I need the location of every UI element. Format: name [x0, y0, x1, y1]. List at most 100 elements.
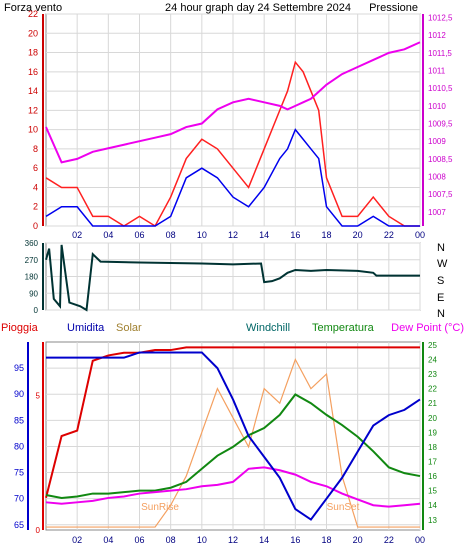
pressure-tick-11: 1012,5: [428, 14, 453, 23]
temperature-legend-label: Temperatura: [312, 322, 375, 334]
humidity-tick-65: 65: [14, 520, 24, 530]
series-line-temperature: [45, 393, 421, 499]
temperature-tick-14: 14: [428, 501, 437, 510]
temperature-tick-15: 15: [428, 487, 437, 496]
series-line-gust: [45, 60, 420, 228]
humidity-tick-90: 90: [14, 389, 24, 399]
pressure-tick-3: 1008,5: [428, 155, 453, 164]
time-tick-18: 18: [321, 230, 331, 240]
time-tick-02: 02: [72, 230, 82, 240]
series-line-direction: [45, 244, 420, 312]
weather-time-tick-08: 08: [166, 535, 176, 545]
wind-tick-6: 6: [33, 163, 38, 173]
weather-time-tick-18: 18: [321, 535, 331, 545]
direction-tick-0: 0: [34, 306, 39, 315]
humidity-tick-95: 95: [14, 363, 24, 373]
temperature-tick-16: 16: [428, 472, 437, 481]
humidity-tick-85: 85: [14, 415, 24, 425]
humidity-tick-75: 75: [14, 468, 24, 478]
wind-tick-14: 14: [28, 86, 38, 96]
humidity-tick-70: 70: [14, 494, 24, 504]
wind-tick-12: 12: [28, 105, 38, 115]
wind-tick-4: 4: [33, 182, 38, 192]
pressure-tick-7: 1010,5: [428, 84, 453, 93]
direction-tick-180: 180: [25, 273, 39, 282]
compass-label-2: S: [437, 275, 444, 287]
rain-tick-labels: 05: [36, 392, 41, 535]
temperature-tick-24: 24: [428, 355, 437, 364]
series-line-pressure: [45, 41, 421, 164]
weather-time-tick-14: 14: [259, 535, 269, 545]
weather-time-tick-20: 20: [353, 535, 363, 545]
pressure-tick-8: 1011: [428, 67, 446, 76]
temperature-tick-17: 17: [428, 458, 437, 467]
temperature-tick-23: 23: [428, 370, 437, 379]
pressure-tick-labels: 1007 1007,5 1008 1008,5 1009 1009,5 1010 1010,5…: [428, 14, 453, 217]
compass-label-3: E: [437, 292, 444, 304]
dewpoint-legend-label: Dew Point (°C): [391, 322, 464, 334]
series-line-humidity: [46, 351, 421, 521]
wind-speed-tick-labels: 0 2 4 6 8 10 12 14 16 18 20 22: [28, 9, 38, 231]
solar-legend-label: Solar: [116, 322, 142, 334]
time-tick-10: 10: [197, 230, 207, 240]
sunset-annotation: SunSet: [327, 502, 360, 513]
windchill-legend-label: Windchill: [246, 322, 290, 334]
humidity-tick-80: 80: [14, 441, 24, 451]
pressure-tick-10: 1012: [428, 31, 446, 40]
wind-pressure-series: [45, 41, 421, 228]
wind-tick-10: 10: [28, 125, 38, 135]
pressure-tick-0: 1007: [428, 208, 446, 217]
temperature-tick-labels: 13 14 15 16 17 18 19 20 21 22 23 24 25: [428, 341, 437, 525]
humidity-tick-labels: 65 70 75 80 85 90 95: [14, 363, 24, 530]
pressure-tick-4: 1009: [428, 137, 446, 146]
time-tick-06: 06: [134, 230, 144, 240]
wind-direction-series: [45, 244, 420, 312]
series-line-solar: [46, 358, 420, 528]
series-line-avg: [45, 128, 420, 227]
wind-speed-axis-title: Forza vento: [4, 2, 62, 14]
temperature-tick-19: 19: [428, 428, 437, 437]
pressure-tick-9: 1011,5: [428, 49, 452, 58]
time-tick-16: 16: [290, 230, 300, 240]
temperature-tick-18: 18: [428, 443, 437, 452]
humidity-legend-label: Umidita: [67, 322, 105, 334]
weather-time-tick-16: 16: [290, 535, 300, 545]
rain-legend-label: Pioggia: [1, 322, 39, 334]
wind-tick-16: 16: [28, 67, 38, 77]
direction-tick-360: 360: [25, 239, 39, 248]
series-line-rain: [45, 346, 420, 499]
time-tick-00: 00: [415, 230, 425, 240]
chart-title: 24 hour graph day 24 Settembre 2024: [165, 2, 351, 14]
direction-tick-labels: 0 90 180 270 360: [25, 239, 39, 315]
weather-time-tick-10: 10: [197, 535, 207, 545]
direction-tick-270: 270: [25, 256, 39, 265]
wind-tick-20: 20: [28, 28, 38, 38]
pressure-axis-title: Pressione: [369, 2, 418, 14]
weather-time-tick-00: 00: [415, 535, 425, 545]
compass-label-1: W: [437, 258, 448, 270]
pressure-tick-5: 1009,5: [428, 120, 453, 129]
weather-series: [45, 346, 421, 528]
series-line-dewpoint: [45, 466, 421, 508]
wind-tick-18: 18: [28, 48, 38, 58]
temperature-tick-25: 25: [428, 341, 437, 350]
sunrise-annotation: SunRise: [141, 502, 179, 513]
wind-tick-0: 0: [33, 221, 38, 231]
temperature-tick-22: 22: [428, 385, 437, 394]
time-tick-14: 14: [259, 230, 269, 240]
temperature-tick-20: 20: [428, 414, 437, 423]
weather-time-ticks: 02 04 06 08 10 12 14 16 18 20 22 00: [72, 535, 425, 545]
temperature-tick-21: 21: [428, 399, 437, 408]
compass-label-0: N: [437, 242, 445, 254]
rain-tick-5: 5: [36, 392, 41, 401]
weather-time-tick-12: 12: [228, 535, 238, 545]
time-tick-08: 08: [166, 230, 176, 240]
time-tick-04: 04: [103, 230, 113, 240]
wind-tick-22: 22: [28, 9, 38, 19]
weather-time-tick-06: 06: [134, 535, 144, 545]
pressure-tick-6: 1010: [428, 102, 446, 111]
time-tick-20: 20: [353, 230, 363, 240]
wind-tick-8: 8: [33, 144, 38, 154]
